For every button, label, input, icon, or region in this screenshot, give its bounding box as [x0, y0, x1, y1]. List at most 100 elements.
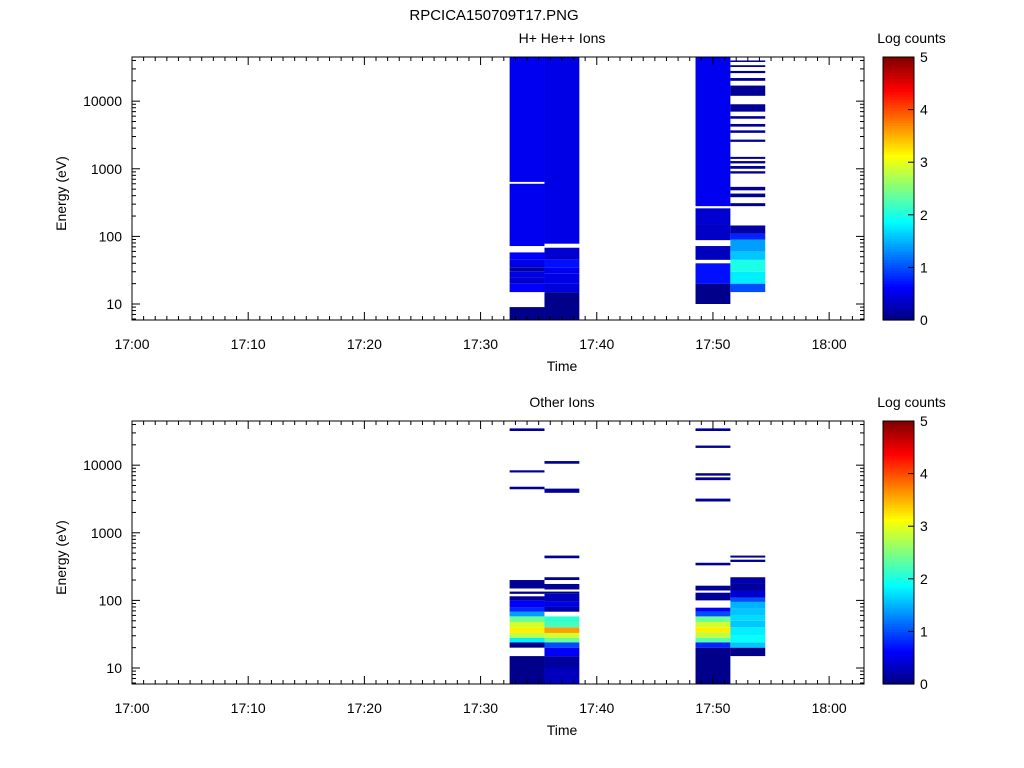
heatmap-cell: [509, 271, 545, 278]
heatmap-cell: [509, 616, 545, 622]
heatmap-cell: [509, 259, 545, 268]
colorbar-segment: [883, 570, 914, 575]
heatmap-cell: [544, 488, 580, 493]
heatmap-cell: [509, 470, 545, 473]
panel-title: H+ He++ Ions: [519, 30, 606, 46]
colorbar-frame: [882, 420, 915, 685]
colorbar-segment: [883, 235, 914, 240]
heatmap-cell: [730, 601, 766, 609]
data-column-4: [730, 60, 766, 293]
colorbar-segment: [883, 167, 914, 171]
heatmap-cell: [509, 277, 545, 284]
colorbar-segment: [883, 293, 914, 297]
x-axis-label: Time: [547, 358, 578, 374]
heatmap-cell: [730, 130, 766, 133]
y-tick-label: 10000: [83, 457, 122, 473]
heatmap-cell: [544, 267, 580, 274]
colorbar-segment: [883, 518, 914, 522]
colorbar-segment: [883, 431, 914, 435]
colorbar-segment: [883, 665, 914, 669]
heatmap-cell: [544, 292, 580, 320]
colorbar-segment: [883, 264, 914, 268]
colorbar-segment: [883, 486, 914, 490]
colorbar-segment: [883, 442, 914, 446]
heatmap-cell: [509, 267, 545, 272]
colorbar-segment: [883, 104, 914, 108]
colorbar-segment: [883, 99, 914, 103]
colorbar-segment: [883, 256, 914, 261]
colorbar-segment: [883, 594, 914, 598]
heatmap-cell: [544, 591, 580, 594]
colorbar-segment: [883, 270, 914, 274]
colorbar-tick-label: 3: [920, 154, 928, 170]
colorbar-segment: [883, 191, 914, 195]
colorbar-segment: [883, 183, 914, 187]
heatmap-cell: [509, 428, 545, 432]
colorbar-label: Log counts: [877, 394, 946, 410]
colorbar-segment: [883, 634, 914, 638]
heatmap-cell: [544, 283, 580, 293]
colorbar-segment: [883, 502, 914, 506]
heatmap-cell: [730, 186, 766, 191]
heatmap-cell: [695, 57, 731, 207]
colorbar-segment: [883, 277, 914, 282]
data-column-2: [544, 57, 580, 320]
colorbar-segment: [883, 447, 914, 451]
colorbar-segment: [883, 212, 914, 216]
heatmap-cell: [695, 607, 731, 612]
colorbar-segment: [883, 513, 914, 517]
colorbar-segment: [883, 301, 914, 305]
colorbar-segment: [883, 444, 914, 448]
colorbar-segment: [883, 196, 914, 200]
colorbar-segment: [883, 618, 914, 622]
heatmap-cell: [544, 632, 580, 638]
heatmap-cell: [730, 156, 766, 159]
colorbar-segment: [883, 267, 914, 271]
heatmap-cell: [509, 637, 545, 643]
heatmap-cell: [730, 583, 766, 591]
y-tick-label: 1000: [91, 525, 122, 541]
heatmap-cell: [544, 555, 580, 559]
colorbar-segment: [883, 673, 914, 677]
heatmap-cell: [544, 637, 580, 643]
colorbar-segment: [883, 128, 914, 132]
colorbar-segment: [883, 576, 914, 580]
y-tick-label: 100: [99, 228, 123, 244]
colorbar-segment: [883, 455, 914, 459]
heatmap-cell: [544, 247, 580, 260]
colorbar-segment: [883, 647, 914, 651]
colorbar-segment: [883, 573, 914, 577]
y-axis-label: Energy (eV): [53, 520, 69, 595]
heatmap-cell: [544, 601, 580, 607]
heatmap-cell: [730, 615, 766, 621]
colorbar-segment: [883, 70, 914, 74]
colorbar-segment: [883, 470, 914, 475]
figure-title: RPCICA150709T17.PNG: [409, 7, 578, 24]
colorbar-segment: [883, 254, 914, 258]
colorbar-segment: [883, 93, 914, 98]
colorbar-tick-label: 2: [920, 207, 928, 223]
heatmap-cell: [509, 591, 545, 594]
colorbar-segment: [883, 434, 914, 438]
x-tick-label: 17:50: [695, 700, 730, 716]
colorbar-tick-label: 1: [920, 623, 928, 639]
colorbar-segment: [883, 172, 914, 176]
colorbar-segment: [883, 75, 914, 79]
panel-title: Other Ions: [529, 394, 594, 410]
heatmap-cell: [730, 590, 766, 598]
colorbar-segment: [883, 452, 914, 456]
colorbar-segment: [883, 91, 914, 95]
colorbar-tick-label: 4: [920, 466, 928, 482]
colorbar-segment: [883, 220, 914, 224]
colorbar-segment: [883, 426, 914, 430]
heatmap-cell: [730, 251, 766, 260]
colorbar-segment: [883, 539, 914, 543]
colorbar-segment: [883, 657, 914, 661]
colorbar-segment: [883, 612, 914, 617]
colorbar-segment: [883, 285, 914, 290]
colorbar: 0 1 2 3 4 5 Log counts: [877, 394, 946, 692]
colorbar-segment: [883, 499, 914, 504]
colorbar-segment: [883, 291, 914, 295]
heatmap-cell: [509, 607, 545, 612]
data-column-4: [730, 555, 766, 657]
